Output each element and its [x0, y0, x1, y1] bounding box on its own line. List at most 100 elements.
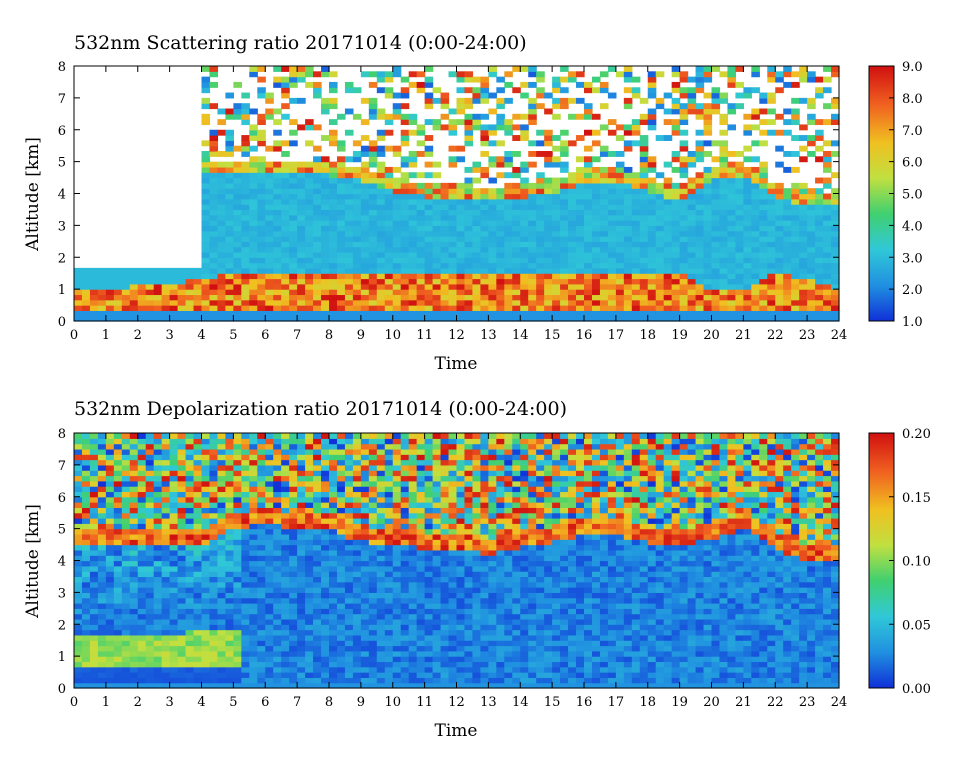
heatmap-cell [536, 103, 545, 109]
heatmap-cell [241, 566, 250, 572]
heatmap-cell [600, 247, 609, 253]
heatmap-cell [82, 507, 91, 513]
heatmap-cell [433, 252, 442, 258]
heatmap-cell [305, 252, 314, 258]
heatmap-cell [696, 103, 705, 109]
heatmap-cell [249, 257, 258, 263]
heatmap-cell [417, 263, 426, 269]
heatmap-cell [472, 178, 481, 184]
heatmap-cell [202, 209, 211, 215]
heatmap-cell [775, 183, 784, 189]
heatmap-cell [122, 279, 131, 285]
heatmap-cell [74, 624, 83, 630]
heatmap-cell [114, 486, 123, 492]
heatmap-cell [664, 247, 673, 253]
heatmap-cell [632, 252, 641, 258]
heatmap-cell [504, 156, 513, 162]
heatmap-cell [433, 310, 442, 316]
heatmap-cell [345, 603, 354, 609]
heatmap-cell [162, 646, 171, 652]
heatmap-cell [385, 167, 394, 173]
heatmap-cell [178, 279, 187, 285]
heatmap-cell [696, 241, 705, 247]
heatmap-cell [648, 241, 657, 247]
heatmap-cell [369, 294, 378, 300]
heatmap-cell [321, 178, 330, 184]
heatmap-cell [696, 257, 705, 263]
heatmap-cell [576, 310, 585, 316]
heatmap-cell [130, 545, 139, 551]
heatmap-cell [616, 215, 625, 221]
heatmap-cell [233, 103, 242, 109]
heatmap-cell [441, 305, 450, 311]
heatmap-cell [560, 146, 569, 152]
heatmap-cell [265, 162, 274, 168]
heatmap-cell [775, 310, 784, 316]
heatmap-cell [313, 513, 322, 519]
heatmap-cell [329, 188, 338, 194]
heatmap-cell [74, 635, 83, 641]
heatmap-cell [281, 220, 290, 226]
heatmap-cell [767, 310, 776, 316]
heatmap-cell [823, 231, 832, 237]
heatmap-cell [337, 555, 346, 561]
heatmap-cell [98, 646, 107, 652]
heatmap-cell [361, 486, 370, 492]
heatmap-cell [361, 257, 370, 263]
heatmap-cell [417, 215, 426, 221]
heatmap-cell [767, 241, 776, 247]
heatmap-cell [146, 640, 155, 646]
heatmap-cell [743, 284, 752, 290]
heatmap-cell [90, 661, 99, 667]
heatmap-cell [321, 518, 330, 524]
heatmap-cell [313, 300, 322, 306]
heatmap-cell [377, 215, 386, 221]
heatmap-cell [608, 130, 617, 136]
heatmap-cell [727, 183, 736, 189]
heatmap-cell [217, 209, 226, 215]
heatmap-cell [600, 183, 609, 189]
heatmap-cell [449, 162, 458, 168]
heatmap-cell [106, 279, 115, 285]
heatmap-cell [441, 231, 450, 237]
heatmap-cell [385, 305, 394, 311]
heatmap-cell [393, 66, 402, 72]
heatmap-cell [401, 247, 410, 253]
heatmap-cell [488, 273, 497, 279]
heatmap-cell [257, 162, 266, 168]
heatmap-cell [823, 215, 832, 221]
heatmap-cell [130, 619, 139, 625]
heatmap-cell [345, 672, 354, 678]
heatmap-cell [488, 220, 497, 226]
heatmap-cell [807, 114, 816, 120]
heatmap-cell [600, 124, 609, 130]
heatmap-cell [194, 561, 203, 567]
heatmap-cell [313, 162, 322, 168]
heatmap-cell [704, 241, 713, 247]
heatmap-cell [74, 571, 83, 577]
heatmap-cell [186, 576, 195, 582]
heatmap-cell [202, 194, 211, 200]
heatmap-cell [441, 236, 450, 242]
heatmap-cell [672, 279, 681, 285]
heatmap-cell [616, 284, 625, 290]
heatmap-cell [305, 603, 314, 609]
x-tick-label: 9 [357, 328, 365, 343]
heatmap-cell [361, 481, 370, 487]
heatmap-cell [656, 215, 665, 221]
heatmap-cell [122, 598, 131, 604]
heatmap-cell [759, 300, 768, 306]
heatmap-cell [807, 252, 816, 258]
heatmap-cell [345, 539, 354, 545]
heatmap-cell [162, 561, 171, 567]
heatmap-cell [712, 220, 721, 226]
heatmap-cell [313, 247, 322, 253]
heatmap-cell [361, 444, 370, 450]
heatmap-cell [249, 555, 258, 561]
heatmap-cell [241, 183, 250, 189]
heatmap-cell [281, 231, 290, 237]
heatmap-cell [727, 178, 736, 184]
heatmap-cell [353, 576, 362, 582]
heatmap-cell [329, 289, 338, 295]
heatmap-cell [696, 199, 705, 205]
